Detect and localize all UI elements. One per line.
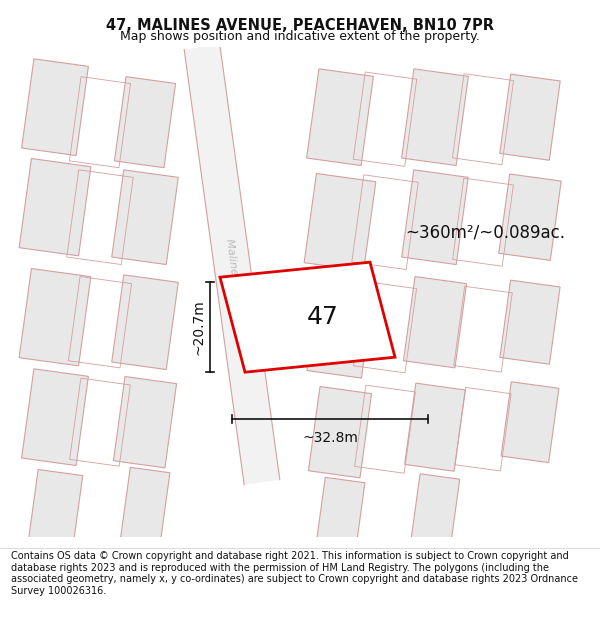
Polygon shape	[307, 69, 373, 166]
Polygon shape	[404, 383, 466, 471]
Polygon shape	[120, 468, 170, 547]
Polygon shape	[115, 77, 176, 168]
Polygon shape	[403, 276, 467, 368]
Polygon shape	[184, 45, 280, 484]
Polygon shape	[501, 382, 559, 462]
Polygon shape	[401, 69, 469, 166]
Polygon shape	[27, 469, 83, 555]
Polygon shape	[22, 369, 88, 466]
Polygon shape	[113, 376, 176, 468]
Polygon shape	[500, 280, 560, 364]
Text: Map shows position and indicative extent of the property.: Map shows position and indicative extent…	[120, 30, 480, 43]
Polygon shape	[112, 170, 178, 264]
Polygon shape	[220, 262, 395, 372]
Text: 47, MALINES AVENUE, PEACEHAVEN, BN10 7PR: 47, MALINES AVENUE, PEACEHAVEN, BN10 7PR	[106, 18, 494, 32]
Text: 47: 47	[307, 305, 338, 329]
Polygon shape	[402, 170, 468, 264]
Polygon shape	[19, 159, 91, 256]
Polygon shape	[19, 269, 91, 366]
Polygon shape	[307, 286, 373, 378]
Polygon shape	[315, 478, 365, 557]
Polygon shape	[112, 275, 178, 369]
Polygon shape	[304, 174, 376, 271]
Text: Malines Avenue: Malines Avenue	[224, 238, 246, 326]
Polygon shape	[500, 74, 560, 160]
Text: Contains OS data © Crown copyright and database right 2021. This information is : Contains OS data © Crown copyright and d…	[11, 551, 578, 596]
Polygon shape	[410, 474, 460, 551]
Polygon shape	[499, 174, 561, 261]
Text: ~32.8m: ~32.8m	[302, 431, 358, 445]
Polygon shape	[308, 386, 371, 478]
Polygon shape	[22, 59, 88, 156]
Text: ~20.7m: ~20.7m	[191, 299, 205, 355]
Text: ~360m²/~0.089ac.: ~360m²/~0.089ac.	[405, 223, 565, 241]
